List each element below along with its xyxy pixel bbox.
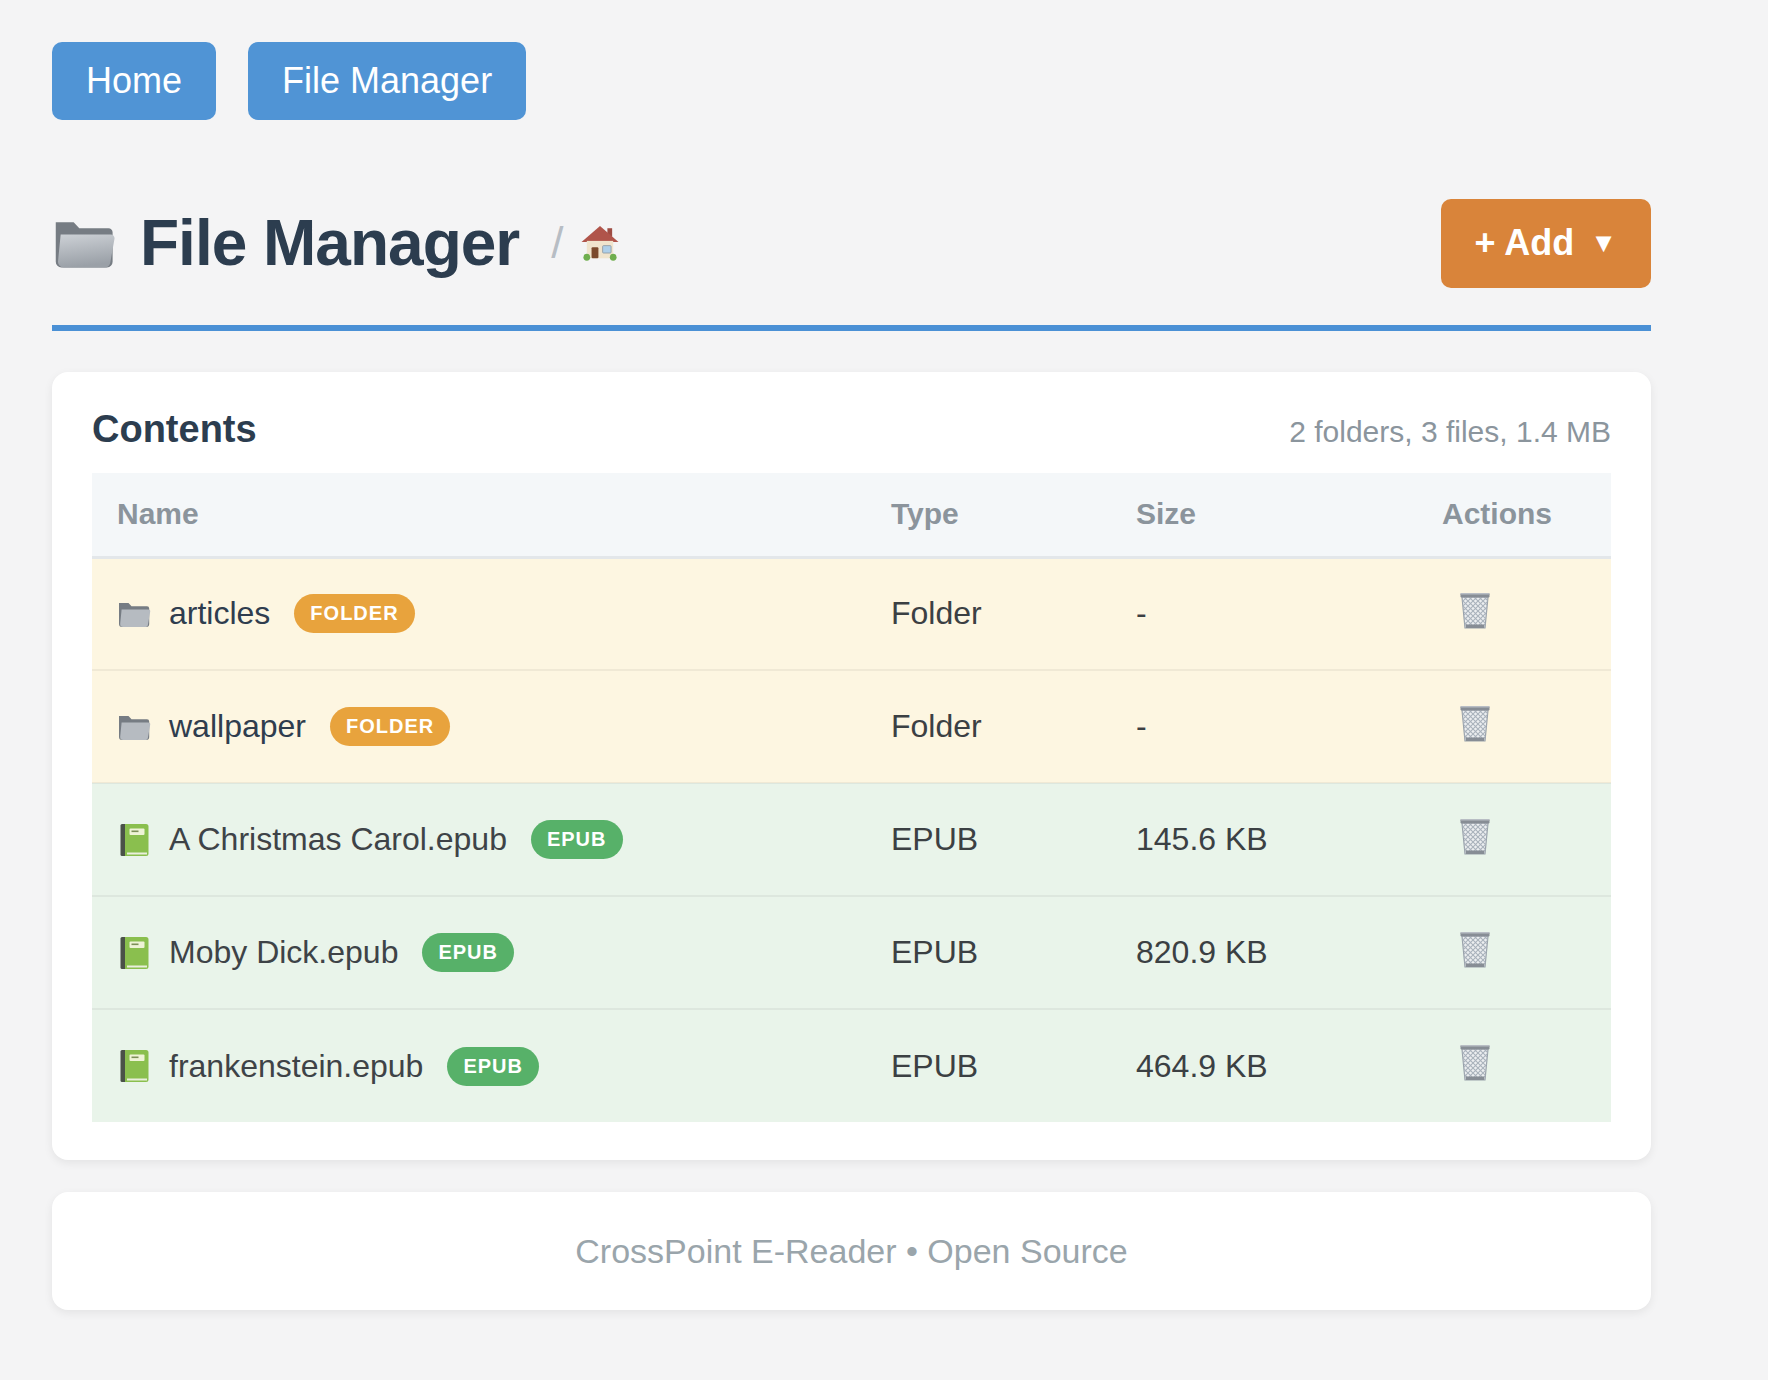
file-name[interactable]: A Christmas Carol.epub xyxy=(169,821,507,858)
size-cell: - xyxy=(1111,557,1417,670)
delete-button[interactable] xyxy=(1458,591,1492,632)
page-title: File Manager xyxy=(140,206,519,280)
type-cell: Folder xyxy=(866,557,1111,670)
size-cell: 145.6 KB xyxy=(1111,783,1417,896)
card-head: Contents 2 folders, 3 files, 1.4 MB xyxy=(92,408,1611,451)
footer-text: CrossPoint E-Reader • Open Source xyxy=(575,1232,1127,1271)
add-button-label: + Add xyxy=(1475,222,1575,264)
folder-icon xyxy=(117,710,151,744)
file-name[interactable]: Moby Dick.epub xyxy=(169,934,398,971)
table-header-row: Name Type Size Actions xyxy=(92,473,1611,557)
type-cell: EPUB xyxy=(866,1009,1111,1122)
book-icon xyxy=(117,1049,151,1083)
type-cell: Folder xyxy=(866,670,1111,783)
column-header-size: Size xyxy=(1111,473,1417,557)
file-name[interactable]: wallpaper xyxy=(169,708,306,745)
folder-icon xyxy=(117,597,151,631)
delete-button[interactable] xyxy=(1458,930,1492,971)
table-row[interactable]: frankenstein.epub EPUB EPUB 464.9 KB xyxy=(92,1009,1611,1122)
add-button[interactable]: + Add ▼ xyxy=(1441,199,1651,288)
page: Home File Manager File Manager / xyxy=(52,0,1651,1310)
book-icon xyxy=(117,936,151,970)
top-nav: Home File Manager xyxy=(52,42,1651,120)
type-cell: EPUB xyxy=(866,783,1111,896)
size-cell: 820.9 KB xyxy=(1111,896,1417,1009)
column-header-type: Type xyxy=(866,473,1111,557)
page-header: File Manager / + Add ▼ xyxy=(52,196,1651,290)
file-table-body: articles FOLDER Folder - xyxy=(92,557,1611,1122)
contents-summary: 2 folders, 3 files, 1.4 MB xyxy=(1289,415,1611,449)
table-row[interactable]: Moby Dick.epub EPUB EPUB 820.9 KB xyxy=(92,896,1611,1009)
column-header-actions: Actions xyxy=(1417,473,1611,557)
trash-icon xyxy=(1458,817,1492,858)
trash-icon xyxy=(1458,1043,1492,1084)
type-badge: EPUB xyxy=(422,933,514,972)
nav-home-button[interactable]: Home xyxy=(52,42,216,120)
file-name[interactable]: articles xyxy=(169,595,270,632)
type-badge: FOLDER xyxy=(294,594,414,633)
file-table: Name Type Size Actions xyxy=(92,473,1611,1122)
contents-heading: Contents xyxy=(92,408,257,451)
folder-icon xyxy=(52,214,116,272)
trash-icon xyxy=(1458,704,1492,745)
type-badge: FOLDER xyxy=(330,707,450,746)
footer-card: CrossPoint E-Reader • Open Source xyxy=(52,1192,1651,1310)
size-cell: 464.9 KB xyxy=(1111,1009,1417,1122)
table-row[interactable]: wallpaper FOLDER Folder - xyxy=(92,670,1611,783)
house-icon[interactable] xyxy=(581,225,619,261)
delete-button[interactable] xyxy=(1458,817,1492,858)
delete-button[interactable] xyxy=(1458,704,1492,745)
type-badge: EPUB xyxy=(531,820,623,859)
size-cell: - xyxy=(1111,670,1417,783)
type-badge: EPUB xyxy=(447,1047,539,1086)
header-divider xyxy=(52,325,1651,331)
column-header-name: Name xyxy=(92,473,866,557)
caret-down-icon: ▼ xyxy=(1590,230,1617,257)
trash-icon xyxy=(1458,591,1492,632)
table-row[interactable]: A Christmas Carol.epub EPUB EPUB 145.6 K… xyxy=(92,783,1611,896)
breadcrumb-separator: / xyxy=(551,218,563,268)
delete-button[interactable] xyxy=(1458,1043,1492,1084)
trash-icon xyxy=(1458,930,1492,971)
contents-card: Contents 2 folders, 3 files, 1.4 MB Name… xyxy=(52,372,1651,1160)
file-name[interactable]: frankenstein.epub xyxy=(169,1048,423,1085)
type-cell: EPUB xyxy=(866,896,1111,1009)
book-icon xyxy=(117,823,151,857)
table-row[interactable]: articles FOLDER Folder - xyxy=(92,557,1611,670)
nav-file-manager-button[interactable]: File Manager xyxy=(248,42,526,120)
